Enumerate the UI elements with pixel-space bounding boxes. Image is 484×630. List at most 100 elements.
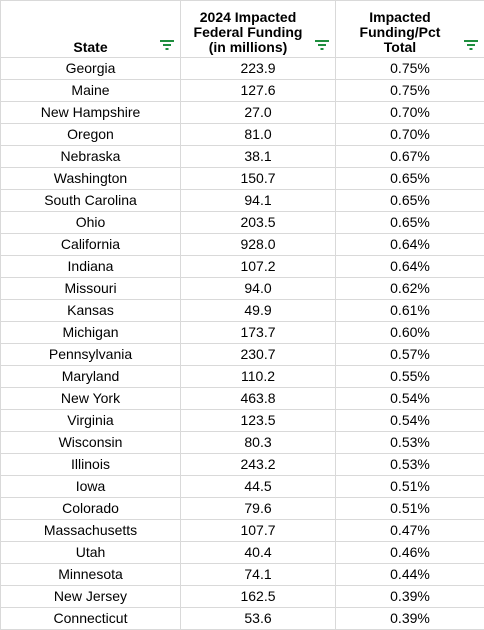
funding-cell[interactable]: 223.9: [181, 58, 336, 80]
filter-icon[interactable]: [160, 40, 174, 50]
funding-cell[interactable]: 94.0: [181, 278, 336, 300]
state-cell[interactable]: Missouri: [1, 278, 181, 300]
state-cell[interactable]: Connecticut: [1, 608, 181, 630]
pct-cell[interactable]: 0.46%: [336, 542, 484, 564]
state-cell[interactable]: Georgia: [1, 58, 181, 80]
state-cell[interactable]: Nebraska: [1, 146, 181, 168]
funding-cell[interactable]: 107.2: [181, 256, 336, 278]
funding-cell[interactable]: 53.6: [181, 608, 336, 630]
state-cell[interactable]: New Jersey: [1, 586, 181, 608]
header-label-pct: Impacted Funding/Pct Total: [336, 10, 484, 55]
pct-cell[interactable]: 0.47%: [336, 520, 484, 542]
state-cell[interactable]: Michigan: [1, 322, 181, 344]
state-cell[interactable]: Utah: [1, 542, 181, 564]
funding-cell[interactable]: 107.7: [181, 520, 336, 542]
pct-cell[interactable]: 0.55%: [336, 366, 484, 388]
pct-cell[interactable]: 0.65%: [336, 168, 484, 190]
pct-cell[interactable]: 0.39%: [336, 608, 484, 630]
funding-cell[interactable]: 44.5: [181, 476, 336, 498]
funding-cell[interactable]: 110.2: [181, 366, 336, 388]
pct-cell[interactable]: 0.67%: [336, 146, 484, 168]
funding-cell[interactable]: 127.6: [181, 80, 336, 102]
state-cell[interactable]: Colorado: [1, 498, 181, 520]
pct-cell[interactable]: 0.60%: [336, 322, 484, 344]
state-cell[interactable]: New York: [1, 388, 181, 410]
state-cell[interactable]: Illinois: [1, 454, 181, 476]
pct-cell[interactable]: 0.53%: [336, 432, 484, 454]
state-cell[interactable]: Ohio: [1, 212, 181, 234]
pct-cell[interactable]: 0.54%: [336, 388, 484, 410]
pct-cell[interactable]: 0.51%: [336, 476, 484, 498]
header-label-state: State: [1, 40, 180, 55]
pct-cell[interactable]: 0.75%: [336, 58, 484, 80]
pct-cell[interactable]: 0.64%: [336, 234, 484, 256]
state-cell[interactable]: Massachusetts: [1, 520, 181, 542]
column-header-state[interactable]: State: [1, 1, 181, 58]
pct-cell[interactable]: 0.61%: [336, 300, 484, 322]
state-cell[interactable]: New Hampshire: [1, 102, 181, 124]
pct-cell[interactable]: 0.54%: [336, 410, 484, 432]
funding-cell[interactable]: 40.4: [181, 542, 336, 564]
state-cell[interactable]: California: [1, 234, 181, 256]
pct-cell[interactable]: 0.70%: [336, 124, 484, 146]
pct-cell[interactable]: 0.70%: [336, 102, 484, 124]
funding-cell[interactable]: 94.1: [181, 190, 336, 212]
state-cell[interactable]: Indiana: [1, 256, 181, 278]
state-cell[interactable]: Minnesota: [1, 564, 181, 586]
pct-cell[interactable]: 0.65%: [336, 212, 484, 234]
state-cell[interactable]: Washington: [1, 168, 181, 190]
pct-cell[interactable]: 0.62%: [336, 278, 484, 300]
header-label-funding: 2024 Impacted Federal Funding (in millio…: [181, 10, 335, 55]
state-cell[interactable]: Maine: [1, 80, 181, 102]
state-cell[interactable]: Oregon: [1, 124, 181, 146]
funding-cell[interactable]: 162.5: [181, 586, 336, 608]
state-cell[interactable]: Maryland: [1, 366, 181, 388]
pct-cell[interactable]: 0.75%: [336, 80, 484, 102]
funding-cell[interactable]: 230.7: [181, 344, 336, 366]
pct-cell[interactable]: 0.39%: [336, 586, 484, 608]
pct-cell[interactable]: 0.65%: [336, 190, 484, 212]
funding-cell[interactable]: 81.0: [181, 124, 336, 146]
funding-cell[interactable]: 74.1: [181, 564, 336, 586]
funding-cell[interactable]: 150.7: [181, 168, 336, 190]
pct-cell[interactable]: 0.51%: [336, 498, 484, 520]
pct-cell[interactable]: 0.57%: [336, 344, 484, 366]
column-header-pct[interactable]: Impacted Funding/Pct Total: [336, 1, 484, 58]
funding-cell[interactable]: 80.3: [181, 432, 336, 454]
funding-cell[interactable]: 173.7: [181, 322, 336, 344]
funding-cell[interactable]: 38.1: [181, 146, 336, 168]
column-header-funding[interactable]: 2024 Impacted Federal Funding (in millio…: [181, 1, 336, 58]
funding-cell[interactable]: 203.5: [181, 212, 336, 234]
filter-icon[interactable]: [315, 40, 329, 50]
funding-cell[interactable]: 123.5: [181, 410, 336, 432]
state-cell[interactable]: Pennsylvania: [1, 344, 181, 366]
pct-cell[interactable]: 0.53%: [336, 454, 484, 476]
funding-cell[interactable]: 27.0: [181, 102, 336, 124]
pct-cell[interactable]: 0.44%: [336, 564, 484, 586]
funding-cell[interactable]: 463.8: [181, 388, 336, 410]
funding-cell[interactable]: 243.2: [181, 454, 336, 476]
state-cell[interactable]: Wisconsin: [1, 432, 181, 454]
filter-icon[interactable]: [464, 40, 478, 50]
header-line: (in millions): [209, 39, 288, 55]
funding-cell[interactable]: 49.9: [181, 300, 336, 322]
funding-cell[interactable]: 79.6: [181, 498, 336, 520]
funding-cell[interactable]: 928.0: [181, 234, 336, 256]
pct-cell[interactable]: 0.64%: [336, 256, 484, 278]
state-cell[interactable]: Kansas: [1, 300, 181, 322]
state-cell[interactable]: South Carolina: [1, 190, 181, 212]
state-cell[interactable]: Virginia: [1, 410, 181, 432]
state-cell[interactable]: Iowa: [1, 476, 181, 498]
